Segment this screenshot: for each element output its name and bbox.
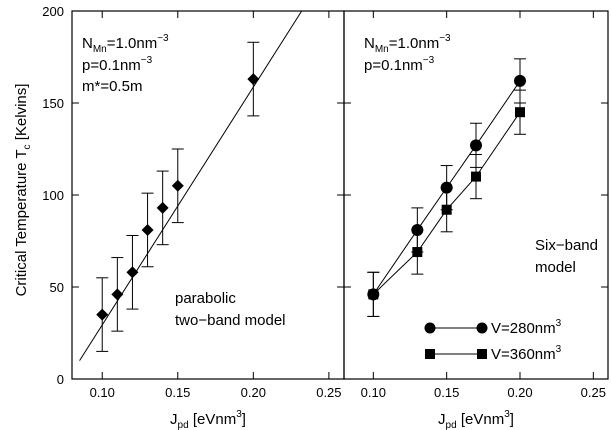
right-data-point-square — [441, 204, 452, 215]
left-xlabel-sup: 3 — [236, 409, 242, 420]
legend-label-2-main: V=360nm — [491, 346, 556, 363]
legend-marker-square-right — [477, 349, 487, 359]
right-annotation-2: p=0.1nm−3 — [364, 55, 435, 74]
left-x-ticks: 0.10 0.15 0.20 0.25 — [90, 11, 342, 400]
left-annotation-3: m*=0.5m — [82, 78, 142, 95]
left-x-tick-label: 0.25 — [316, 385, 341, 400]
left-data-point-diamond — [111, 288, 124, 301]
left-xlabel-main: J — [170, 411, 178, 428]
legend-marker-circle-right — [476, 322, 488, 334]
right-ann1-sup: −3 — [439, 33, 451, 44]
left-y-tick-label: 0 — [57, 372, 64, 387]
legend-label-1-sup: 3 — [556, 318, 562, 329]
right-x-tick-label: 0.20 — [507, 385, 532, 400]
right-annotation-1: NMn=1.0nm−3 — [364, 33, 451, 55]
left-y-tick-label: 100 — [42, 188, 64, 203]
y-axis-label-main: Critical Temperature T — [13, 149, 30, 296]
left-data-point-diamond — [141, 223, 154, 236]
left-ann1-rest: =1.0nm — [107, 35, 157, 52]
left-y-tick-label: 200 — [42, 4, 64, 19]
right-panel: 0.10 0.15 0.20 0.25 NMn=1.0nm−3 p=0.1nm−3 S… — [343, 10, 609, 430]
left-x-tick-label: 0.10 — [90, 385, 115, 400]
left-xlabel-tail: [eVnm — [189, 411, 237, 428]
left-model-label-2: two−band model — [175, 312, 286, 329]
right-xlabel-sup: 3 — [504, 409, 510, 420]
right-x-ticks: 0.10 0.15 0.20 0.25 — [344, 10, 608, 400]
legend-marker-square-left — [425, 349, 435, 359]
right-model-label-2: model — [535, 259, 576, 276]
right-xlabel-sub: pd — [446, 420, 457, 430]
right-ann2-main: p=0.1nm — [364, 57, 423, 74]
y-axis-label: Critical Temperature Tc [Kelvins] — [13, 84, 33, 297]
y-axis-label-sub: c — [22, 144, 33, 149]
right-data-point-square — [368, 289, 379, 300]
legend-label-1-main: V=280nm — [491, 320, 556, 337]
left-model-label-1: parabolic — [175, 290, 236, 307]
right-data-point-square — [471, 171, 481, 182]
left-xlabel-sub: pd — [178, 420, 189, 430]
left-data-point-diamond — [156, 201, 169, 214]
legend-label-2: V=360nm3 — [491, 344, 562, 363]
left-ann2-main: p=0.1nm — [82, 57, 141, 74]
right-ann1-sub: Mn — [375, 44, 389, 55]
right-model-label-1: Six−band — [535, 237, 598, 254]
left-data-point-diamond — [171, 179, 184, 192]
right-data-point-circle — [470, 139, 482, 152]
left-y-tick-label: 150 — [42, 96, 64, 111]
right-x-tick-label: 0.25 — [581, 385, 606, 400]
left-plot-area — [79, 10, 303, 361]
right-ann1-main: N — [364, 35, 375, 52]
right-x-tick-label: 0.15 — [434, 385, 459, 400]
left-ann3-main: m*=0.5m — [82, 78, 142, 95]
left-ann2-sup: −3 — [141, 55, 153, 66]
y-axis-label-tail: [Kelvins] — [13, 84, 30, 145]
left-ann1-sub: Mn — [93, 44, 107, 55]
legend: V=280nm3 V=360nm3 — [424, 318, 562, 363]
left-x-axis-label: Jpd [eVnm3] — [170, 409, 246, 430]
right-x-tick-label: 0.10 — [361, 385, 386, 400]
right-x-axis-label: Jpd [eVnm3] — [438, 409, 514, 430]
legend-marker-circle-left — [424, 322, 436, 334]
left-ann1-main: N — [82, 35, 93, 52]
left-y-ticks: 0 50 100 150 200 — [42, 4, 344, 387]
left-fit-line — [79, 10, 303, 361]
left-data-point-diamond — [96, 308, 109, 321]
left-ann1-sup: −3 — [157, 33, 169, 44]
left-x-tick-label: 0.15 — [165, 385, 190, 400]
right-ann2-sup: −3 — [423, 55, 435, 66]
legend-label-2-sup: 3 — [556, 344, 562, 355]
right-data-point-square — [412, 247, 423, 258]
left-annotation-1: NMn=1.0nm−3 — [82, 33, 169, 55]
right-data-point-circle — [514, 74, 526, 87]
left-x-tick-label: 0.20 — [241, 385, 266, 400]
right-plot-area — [367, 58, 526, 317]
left-annotation-2: p=0.1nm−3 — [82, 55, 153, 74]
left-xlabel-end: ] — [242, 411, 246, 428]
right-xlabel-tail: [eVnm — [457, 411, 505, 428]
legend-label-1: V=280nm3 — [491, 318, 562, 337]
right-data-point-square — [515, 107, 525, 118]
right-xlabel-end: ] — [510, 411, 514, 428]
right-xlabel-main: J — [438, 411, 446, 428]
left-data-point-diamond — [247, 73, 260, 86]
left-y-tick-label: 50 — [50, 280, 64, 295]
right-ann1-rest: =1.0nm — [389, 35, 439, 52]
left-data-point-diamond — [126, 266, 139, 279]
